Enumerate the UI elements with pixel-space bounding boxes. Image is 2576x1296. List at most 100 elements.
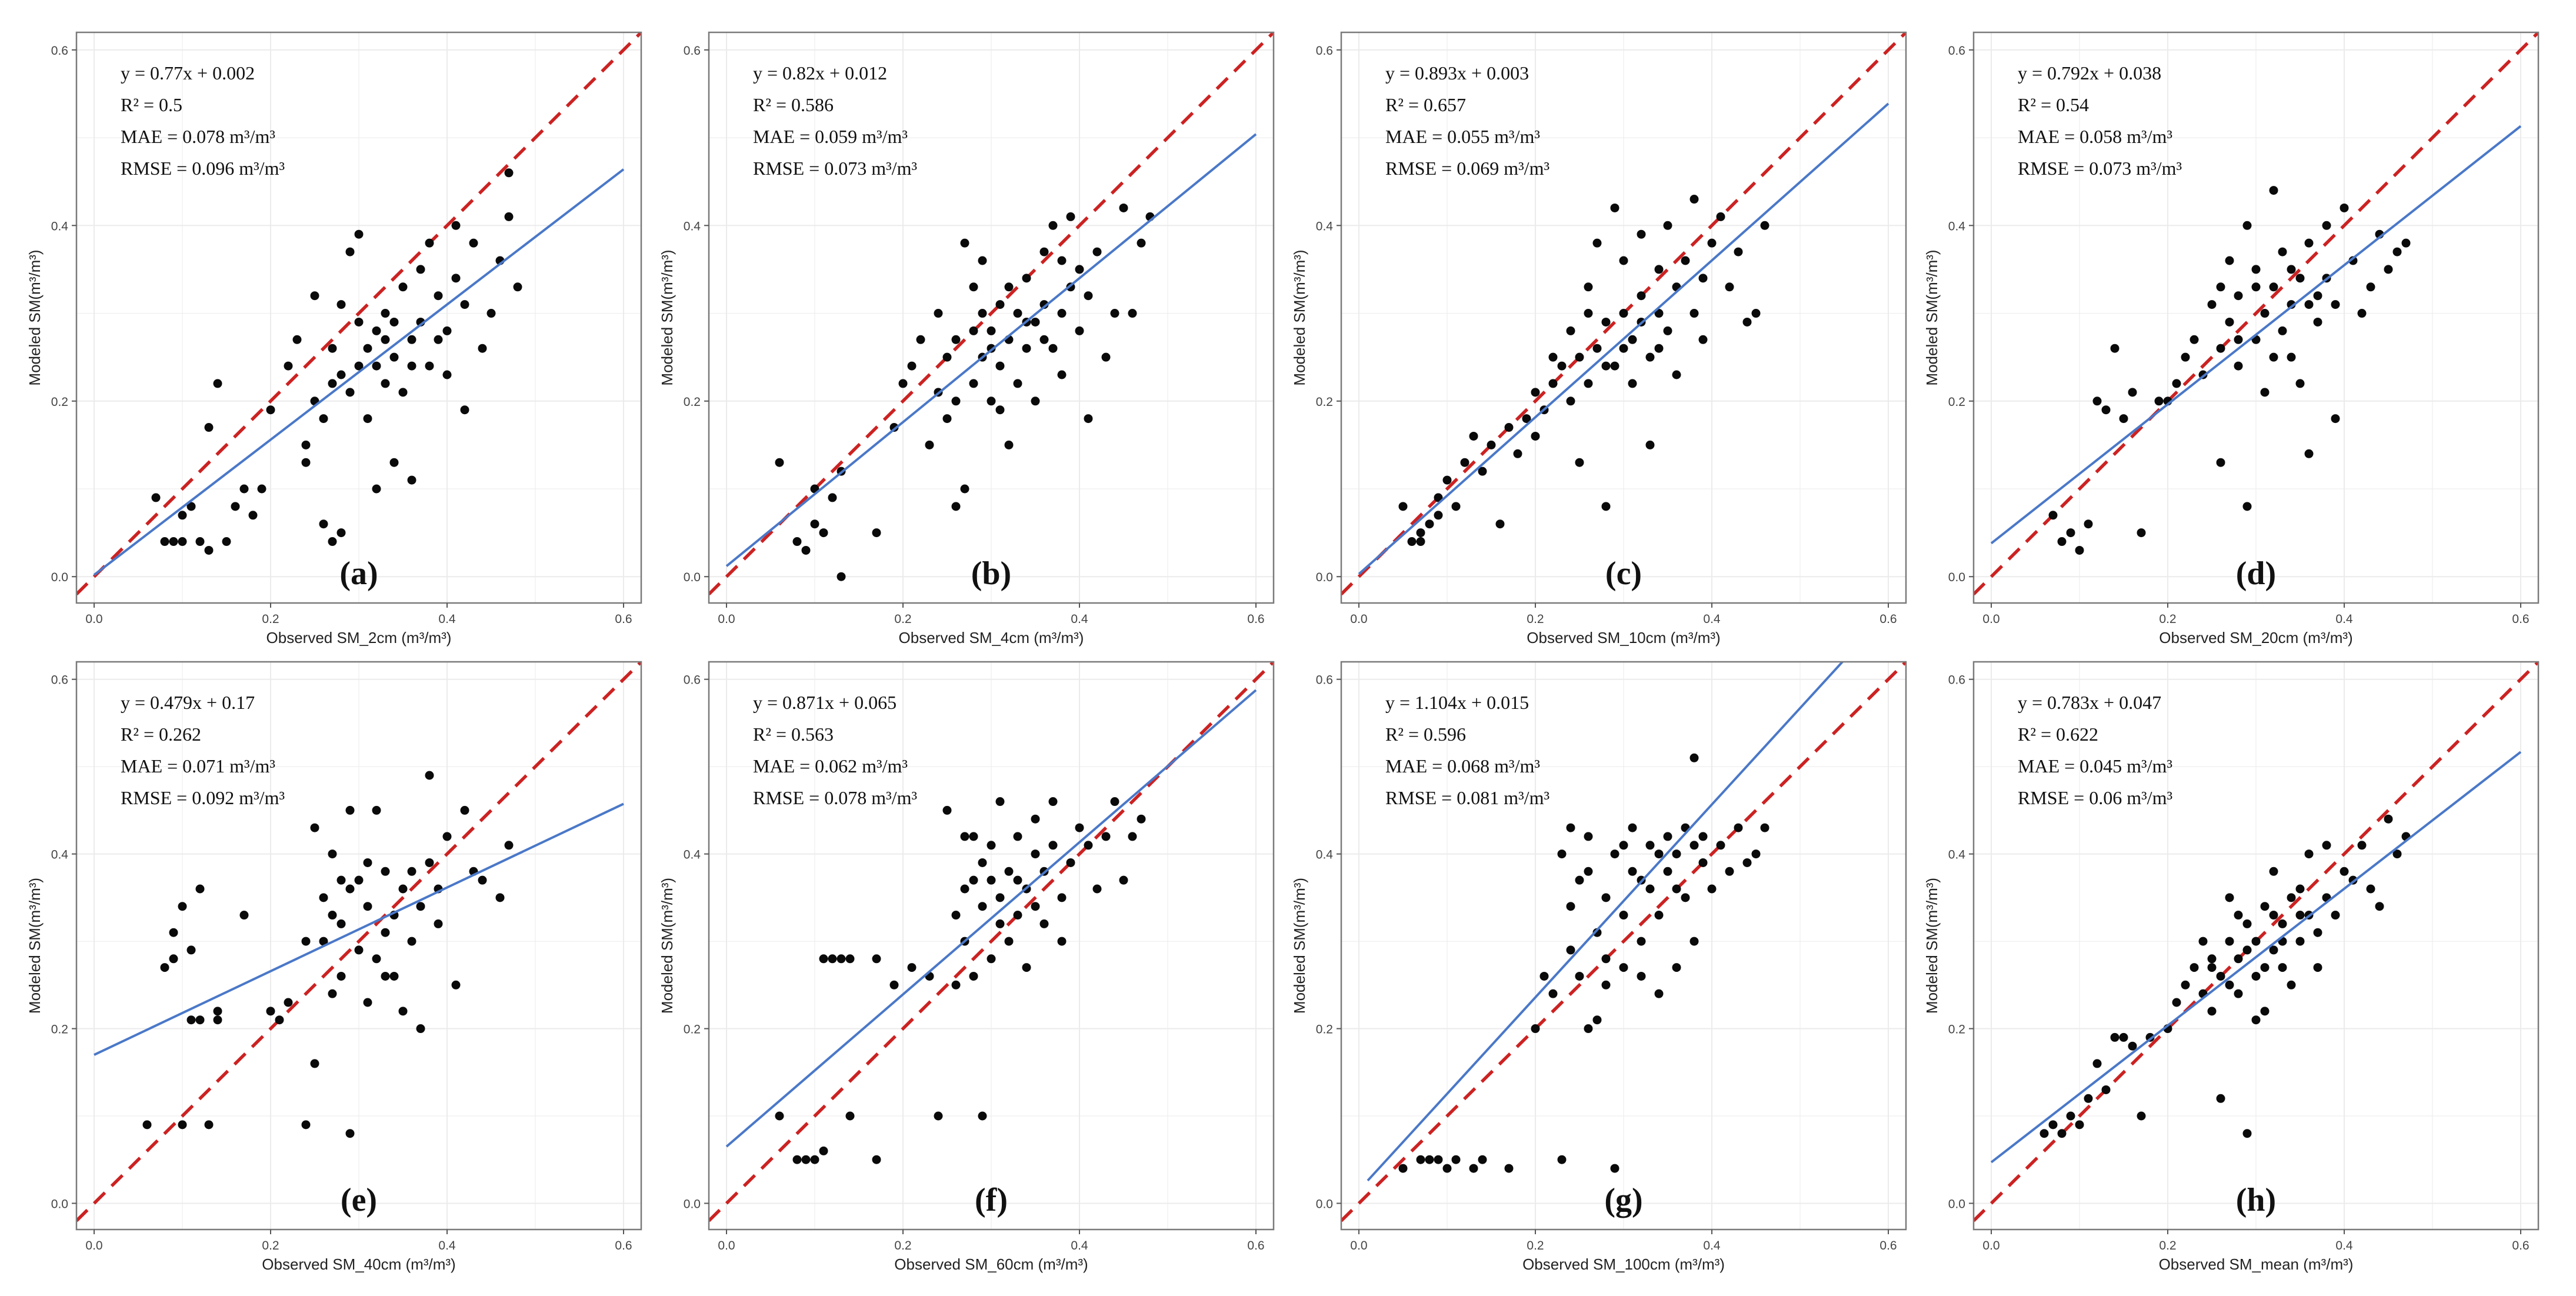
data-point bbox=[1592, 344, 1602, 353]
data-point bbox=[1004, 440, 1014, 449]
data-point bbox=[1637, 937, 1646, 946]
data-point bbox=[951, 911, 961, 920]
data-point bbox=[2172, 379, 2181, 388]
data-point bbox=[2225, 937, 2234, 946]
data-point bbox=[2251, 971, 2261, 981]
data-point bbox=[872, 954, 881, 964]
data-point bbox=[1013, 379, 1022, 388]
data-point bbox=[1610, 361, 1619, 371]
data-point bbox=[336, 919, 346, 928]
data-point bbox=[1478, 1155, 1487, 1164]
data-point bbox=[1075, 823, 1084, 832]
data-point bbox=[425, 771, 434, 780]
data-point bbox=[1584, 309, 1593, 318]
panel-label: (a) bbox=[339, 555, 378, 592]
data-point bbox=[775, 1111, 784, 1121]
stat-r2: R² = 0.657 bbox=[1385, 94, 1466, 115]
stat-equation: y = 0.479x + 0.17 bbox=[121, 692, 255, 713]
data-point bbox=[995, 797, 1005, 807]
data-point bbox=[801, 1155, 811, 1164]
data-point bbox=[204, 423, 214, 432]
data-point bbox=[2269, 352, 2278, 362]
data-point bbox=[2207, 1007, 2217, 1016]
panel-label: (d) bbox=[2236, 555, 2276, 592]
data-point bbox=[345, 388, 355, 397]
stat-r2: R² = 0.586 bbox=[753, 94, 834, 115]
stat-r2: R² = 0.262 bbox=[121, 724, 201, 745]
data-point bbox=[1039, 919, 1049, 928]
data-point bbox=[381, 335, 390, 344]
stat-r2: R² = 0.5 bbox=[121, 94, 182, 115]
data-point bbox=[960, 238, 969, 248]
data-point bbox=[310, 1059, 319, 1068]
data-point bbox=[336, 370, 346, 379]
data-point bbox=[1592, 928, 1602, 937]
panel-label: (h) bbox=[2236, 1182, 2276, 1218]
data-point bbox=[363, 998, 372, 1007]
stat-mae: MAE = 0.055 m³/m³ bbox=[1385, 126, 1540, 147]
data-point bbox=[2234, 361, 2243, 371]
data-point bbox=[1601, 361, 1611, 371]
regression-line bbox=[1990, 125, 2522, 545]
data-point bbox=[2128, 1041, 2137, 1051]
data-point bbox=[1557, 849, 1567, 859]
data-point bbox=[1584, 867, 1593, 876]
data-point bbox=[960, 484, 969, 494]
data-point bbox=[2225, 893, 2234, 902]
data-point bbox=[1584, 379, 1593, 388]
data-point bbox=[995, 361, 1005, 371]
y-tick-label: 0.0 bbox=[684, 1197, 701, 1211]
scatter-panel-8: 0.0 0.2 0.4 0.6 0.0 0.2 0.4 0.6 Observed SM_mean… bbox=[1923, 661, 2540, 1273]
data-points bbox=[775, 203, 1155, 581]
data-point bbox=[1584, 1024, 1593, 1034]
data-point bbox=[837, 954, 846, 964]
data-point bbox=[372, 954, 381, 964]
x-tick-label: 0.6 bbox=[1879, 612, 1897, 626]
data-point bbox=[2375, 902, 2384, 911]
data-point bbox=[1531, 1024, 1540, 1034]
data-point bbox=[1504, 423, 1514, 432]
data-point bbox=[328, 849, 337, 859]
stat-r2: R² = 0.54 bbox=[2018, 94, 2089, 115]
data-point bbox=[969, 282, 978, 292]
data-point bbox=[2331, 911, 2340, 920]
data-point bbox=[2295, 937, 2305, 946]
data-point bbox=[2331, 414, 2340, 424]
data-point bbox=[398, 1007, 408, 1016]
stat-r2: R² = 0.596 bbox=[1385, 724, 1466, 745]
data-point bbox=[2110, 1032, 2120, 1042]
data-point bbox=[1751, 849, 1761, 859]
data-point bbox=[310, 291, 319, 301]
data-point bbox=[434, 335, 443, 344]
data-point bbox=[2269, 867, 2278, 876]
data-point bbox=[2278, 247, 2287, 256]
data-point bbox=[1566, 823, 1575, 832]
data-point bbox=[1013, 875, 1022, 885]
data-point bbox=[2384, 814, 2393, 824]
stat-equation: y = 0.792x + 0.038 bbox=[2018, 62, 2161, 84]
data-point bbox=[301, 1120, 311, 1130]
x-tick-label: 0.4 bbox=[438, 612, 456, 626]
stat-r2: R² = 0.563 bbox=[753, 724, 834, 745]
data-point bbox=[354, 361, 364, 371]
data-point bbox=[142, 1120, 152, 1130]
data-point bbox=[1004, 282, 1014, 292]
data-point bbox=[310, 823, 319, 832]
one-to-one-line bbox=[1341, 662, 1906, 1222]
data-point bbox=[1092, 884, 1102, 894]
panel-label: (f) bbox=[975, 1182, 1008, 1218]
data-point bbox=[1119, 875, 1128, 885]
data-point bbox=[819, 1146, 828, 1155]
data-point bbox=[381, 379, 390, 388]
data-point bbox=[1601, 954, 1611, 964]
data-point bbox=[1434, 511, 1443, 520]
scatter-panel-6: 0.0 0.2 0.4 0.6 0.0 0.2 0.4 0.6 Observed SM_60cm… bbox=[658, 661, 1275, 1273]
data-point bbox=[969, 875, 978, 885]
data-point bbox=[1637, 971, 1646, 981]
data-point bbox=[1022, 274, 1031, 283]
data-points bbox=[2040, 814, 2411, 1138]
data-point bbox=[1057, 256, 1067, 265]
y-tick-label: 0.4 bbox=[1316, 219, 1334, 233]
data-point bbox=[389, 352, 399, 362]
data-point bbox=[186, 502, 196, 511]
